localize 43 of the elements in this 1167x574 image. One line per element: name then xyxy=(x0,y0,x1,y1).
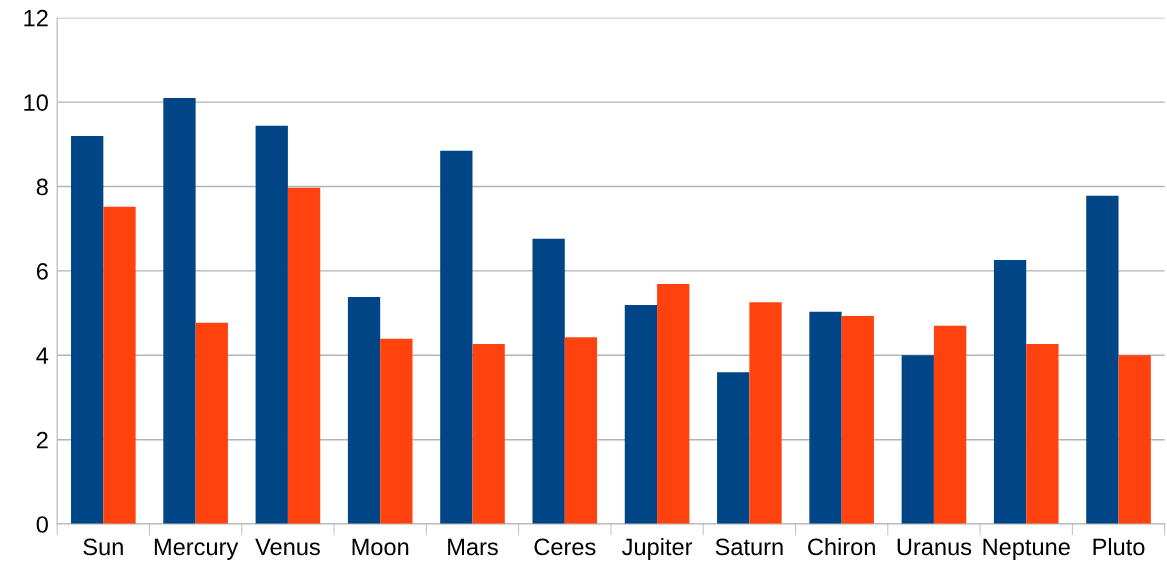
y-tick-label: 8 xyxy=(36,178,48,196)
x-tick-label: Neptune xyxy=(983,538,1070,560)
bar xyxy=(195,322,228,525)
bar xyxy=(993,259,1027,525)
y-tick-label: 6 xyxy=(36,263,48,280)
bar xyxy=(1086,195,1119,525)
bar xyxy=(71,135,104,525)
y-tick-label: 12 xyxy=(24,9,48,27)
x-tick-label: Pluto xyxy=(1093,537,1145,556)
bar xyxy=(255,125,288,525)
bar xyxy=(1118,355,1151,525)
y-tick-label: 10 xyxy=(24,94,48,111)
bar xyxy=(624,305,658,525)
bar xyxy=(933,325,967,525)
x-tick-label: Venus xyxy=(255,538,320,556)
x-tick-label: Uranus xyxy=(897,538,972,556)
bar xyxy=(163,97,196,525)
x-tick-label: Ceres xyxy=(534,538,596,556)
x-tick-label: Saturn xyxy=(715,538,783,556)
y-tick-label: 4 xyxy=(36,347,49,364)
x-tick-label: Moon xyxy=(352,538,409,556)
y-tick-label: 2 xyxy=(36,431,48,449)
bar xyxy=(749,302,782,525)
bar xyxy=(103,206,136,525)
bar xyxy=(440,150,473,525)
bar xyxy=(287,187,321,525)
bar xyxy=(472,343,505,525)
bar xyxy=(1026,343,1059,525)
y-tick-label: 0 xyxy=(36,516,48,533)
x-tick-label: Jupiter xyxy=(622,537,693,560)
x-tick-label: Mars xyxy=(448,538,498,556)
bar xyxy=(717,372,750,525)
bar xyxy=(841,316,874,525)
bar xyxy=(347,297,381,525)
x-tick-label: Mercury xyxy=(154,538,239,560)
x-tick-label: Chiron xyxy=(808,537,875,556)
x-tick-label: Sun xyxy=(83,538,123,556)
bar xyxy=(564,337,598,525)
bar xyxy=(809,311,842,525)
bar xyxy=(901,355,934,525)
bar xyxy=(532,238,565,525)
bar xyxy=(380,338,413,525)
bar xyxy=(657,284,690,525)
